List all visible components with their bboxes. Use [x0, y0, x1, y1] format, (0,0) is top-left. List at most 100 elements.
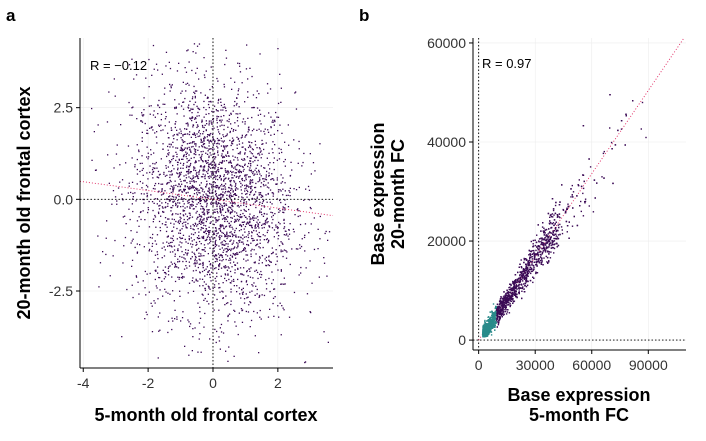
data-point	[536, 263, 538, 266]
data-point	[233, 215, 235, 217]
data-point	[190, 136, 192, 138]
data-point	[222, 191, 224, 193]
data-point	[185, 90, 187, 92]
data-point	[502, 301, 504, 303]
data-point	[282, 255, 284, 258]
data-point	[199, 306, 201, 308]
data-point	[499, 305, 501, 307]
data-point	[217, 169, 220, 171]
data-point	[164, 272, 167, 274]
data-point	[157, 357, 159, 359]
data-point	[538, 245, 541, 247]
data-point	[263, 223, 265, 225]
data-point	[148, 156, 150, 158]
data-point	[221, 247, 223, 249]
data-point	[266, 170, 268, 173]
data-point	[496, 318, 499, 320]
data-point	[244, 153, 246, 155]
data-point	[175, 184, 177, 186]
data-point	[211, 161, 213, 163]
data-point	[224, 148, 226, 150]
data-point	[244, 163, 246, 165]
data-point	[191, 216, 194, 218]
data-point	[203, 209, 205, 211]
data-point	[251, 198, 253, 200]
data-point	[237, 267, 239, 270]
data-point	[199, 272, 201, 274]
data-point	[225, 350, 227, 352]
data-point	[224, 204, 226, 207]
data-point	[259, 316, 261, 318]
data-point	[209, 192, 211, 194]
data-point	[182, 101, 184, 103]
data-point	[176, 156, 178, 158]
data-point	[247, 259, 249, 261]
data-point	[154, 240, 156, 242]
data-point	[210, 280, 212, 282]
data-point	[195, 256, 197, 259]
data-point	[136, 251, 139, 253]
data-point	[196, 218, 198, 220]
data-point	[498, 321, 500, 323]
data-point	[500, 303, 502, 305]
data-point	[194, 189, 196, 191]
data-point	[239, 239, 241, 241]
data-point	[167, 218, 169, 220]
data-point	[235, 257, 237, 259]
data-point	[295, 248, 298, 250]
data-point	[139, 211, 142, 214]
data-point	[192, 96, 194, 98]
data-point	[178, 172, 181, 174]
data-point	[240, 237, 242, 239]
data-point	[169, 67, 172, 70]
data-point	[192, 141, 194, 143]
data-point	[217, 232, 219, 234]
data-point	[540, 263, 542, 265]
data-point	[224, 248, 226, 250]
data-point	[245, 134, 247, 137]
data-point	[174, 309, 176, 311]
data-point	[223, 160, 225, 162]
data-point	[94, 169, 97, 171]
data-point	[196, 248, 198, 251]
data-point	[280, 182, 282, 184]
data-point	[327, 239, 329, 241]
data-point	[203, 269, 206, 271]
data-point	[147, 186, 149, 188]
data-point	[271, 227, 274, 229]
data-point	[205, 206, 208, 208]
data-point	[227, 236, 229, 238]
data-point	[214, 168, 216, 170]
data-point	[222, 134, 224, 136]
data-point	[517, 287, 520, 289]
data-point	[512, 297, 514, 300]
data-point	[155, 243, 158, 245]
data-point	[212, 212, 214, 214]
data-point	[208, 211, 210, 213]
data-point	[541, 237, 543, 239]
data-point	[247, 236, 250, 239]
data-point	[547, 239, 550, 242]
data-point	[167, 245, 169, 247]
data-point	[198, 252, 200, 254]
data-point	[277, 116, 280, 118]
data-point	[247, 244, 250, 247]
data-point	[188, 168, 190, 171]
data-point	[249, 221, 251, 224]
data-point	[168, 137, 170, 139]
data-point	[278, 221, 280, 224]
data-point	[146, 273, 148, 275]
data-point	[141, 121, 144, 123]
data-point	[550, 232, 553, 234]
data-point	[507, 292, 509, 294]
data-point	[256, 200, 258, 202]
data-point	[210, 183, 212, 186]
data-point	[212, 172, 214, 174]
data-point	[213, 139, 215, 141]
data-point	[217, 140, 219, 142]
data-point	[152, 167, 154, 169]
data-point	[239, 152, 241, 154]
data-point	[177, 199, 179, 202]
data-point	[167, 274, 170, 276]
